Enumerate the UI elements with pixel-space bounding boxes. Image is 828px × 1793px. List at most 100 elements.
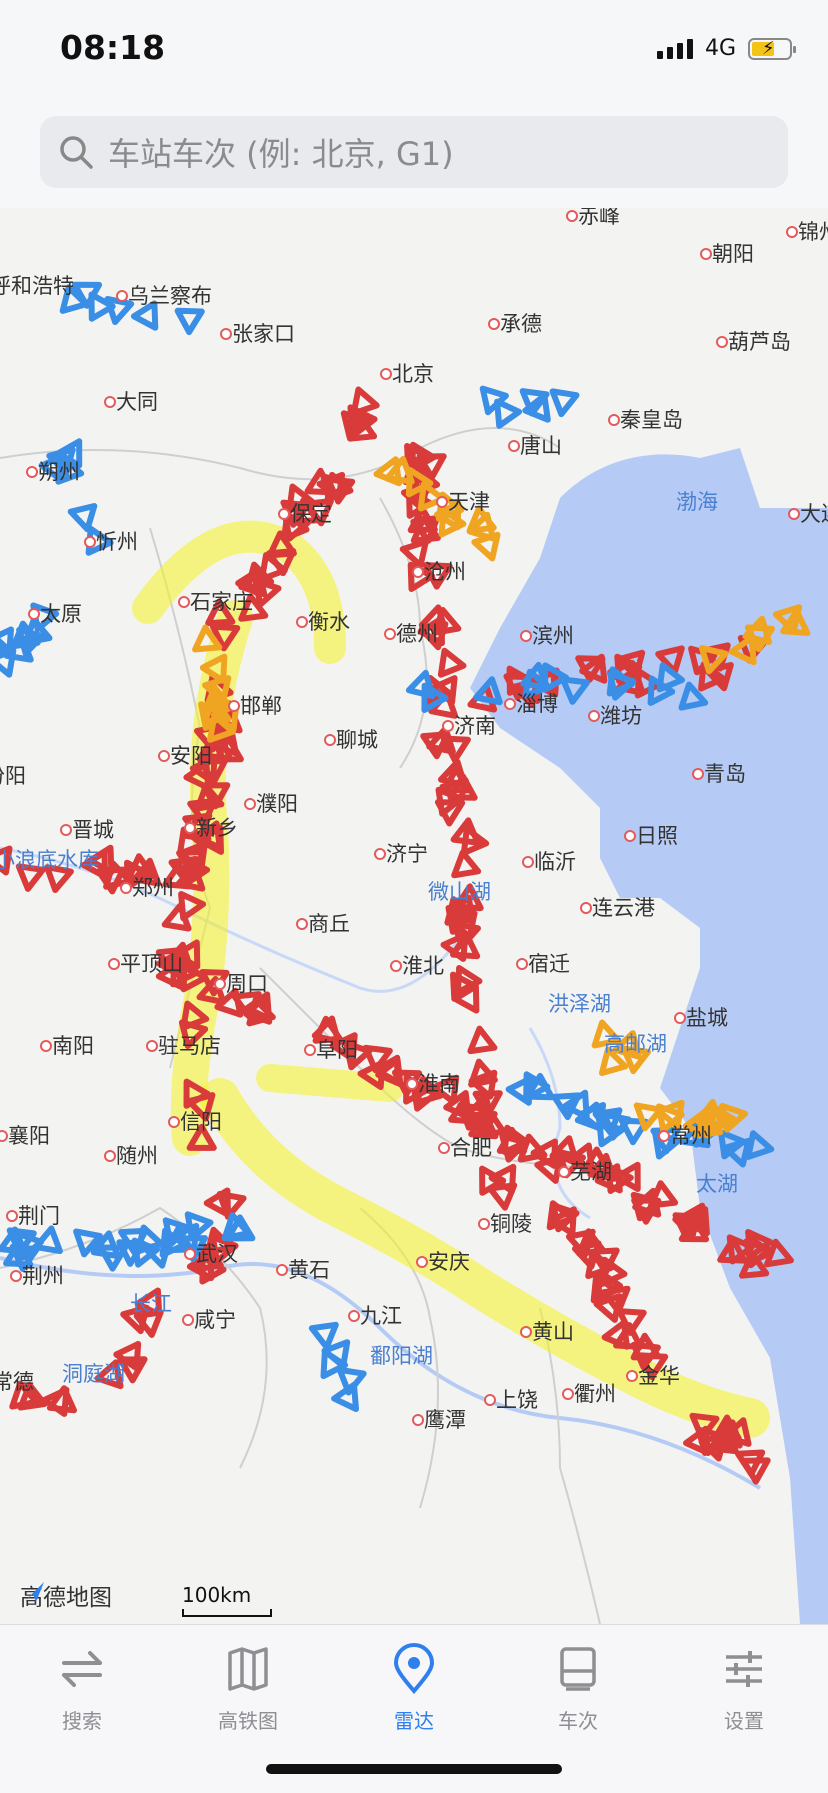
hsr-train-marker[interactable] [467, 1025, 498, 1055]
train-marker[interactable] [606, 666, 635, 697]
other-train-marker[interactable] [694, 1099, 725, 1128]
hsr-train-marker[interactable] [94, 1359, 124, 1390]
hsr-train-marker[interactable] [587, 1152, 618, 1182]
hsr-train-marker[interactable] [517, 1133, 548, 1163]
hsr-train-marker[interactable] [457, 1102, 488, 1131]
hsr-train-marker[interactable] [178, 1019, 209, 1049]
train-marker[interactable] [0, 1226, 28, 1255]
other-train-marker[interactable] [780, 608, 811, 636]
hsr-train-marker[interactable] [678, 1215, 710, 1243]
hsr-train-marker[interactable] [430, 1074, 460, 1105]
hsr-train-marker[interactable] [120, 1304, 150, 1335]
hsr-train-marker[interactable] [683, 1425, 712, 1456]
hsr-train-marker[interactable] [289, 497, 320, 525]
hsr-train-marker[interactable] [437, 647, 467, 678]
hsr-train-marker[interactable] [722, 1417, 752, 1447]
train-marker[interactable] [618, 1117, 649, 1146]
hsr-train-marker[interactable] [600, 1285, 631, 1315]
hsr-train-marker[interactable] [15, 863, 46, 892]
hsr-train-marker[interactable] [434, 799, 466, 827]
train-marker[interactable] [6, 1227, 37, 1256]
hsr-train-marker[interactable] [710, 1421, 742, 1449]
tab-search[interactable]: 搜索 [12, 1643, 152, 1734]
hsr-train-marker[interactable] [468, 1111, 499, 1140]
other-train-marker[interactable] [698, 645, 729, 675]
train-marker[interactable] [97, 1244, 128, 1272]
hsr-train-marker[interactable] [343, 1040, 373, 1071]
hsr-train-marker[interactable] [450, 971, 478, 1002]
hsr-train-marker[interactable] [185, 1092, 216, 1122]
hsr-train-marker[interactable] [488, 1163, 517, 1194]
train-marker[interactable] [405, 669, 436, 700]
train-marker[interactable] [678, 681, 709, 711]
hsr-train-marker[interactable] [113, 1340, 142, 1372]
hsr-train-marker[interactable] [186, 1123, 217, 1151]
train-marker[interactable] [0, 647, 17, 678]
hsr-train-marker[interactable] [601, 1319, 630, 1350]
train-marker[interactable] [519, 388, 550, 417]
train-marker[interactable] [225, 1214, 256, 1242]
hsr-train-marker[interactable] [46, 1385, 77, 1414]
other-train-marker[interactable] [591, 1019, 622, 1049]
other-train-marker[interactable] [728, 635, 757, 666]
hsr-train-marker[interactable] [441, 766, 472, 794]
train-marker[interactable] [320, 1348, 349, 1380]
train-marker[interactable] [73, 1228, 103, 1258]
hsr-train-marker[interactable] [499, 1133, 529, 1163]
tab-hsr-map[interactable]: 高铁图 [178, 1643, 318, 1734]
train-marker[interactable] [479, 385, 509, 416]
hsr-train-marker[interactable] [259, 552, 288, 582]
hsr-train-marker[interactable] [613, 1161, 641, 1192]
train-marker[interactable] [0, 626, 14, 657]
hsr-train-marker[interactable] [373, 1054, 401, 1085]
hsr-train-marker[interactable] [203, 733, 234, 762]
hsr-train-marker[interactable] [704, 662, 734, 692]
hsr-train-marker[interactable] [451, 849, 482, 879]
hsr-train-marker[interactable] [440, 931, 469, 962]
hsr-train-marker[interactable] [575, 655, 606, 683]
other-train-marker[interactable] [772, 604, 803, 634]
train-marker[interactable] [55, 454, 85, 485]
hsr-train-marker[interactable] [189, 754, 218, 785]
hsr-train-marker[interactable] [350, 386, 380, 417]
hsr-train-marker[interactable] [576, 1228, 607, 1257]
other-train-marker[interactable] [199, 653, 228, 684]
hsr-train-marker[interactable] [468, 1069, 498, 1100]
hsr-train-marker[interactable] [180, 961, 209, 993]
hsr-train-marker[interactable] [205, 598, 236, 627]
hsr-train-marker[interactable] [194, 782, 225, 812]
hsr-train-marker[interactable] [506, 665, 534, 696]
other-train-marker[interactable] [384, 456, 415, 485]
other-train-marker[interactable] [434, 500, 462, 531]
other-train-marker[interactable] [192, 624, 223, 653]
hsr-train-marker[interactable] [200, 782, 231, 810]
train-marker[interactable] [522, 392, 551, 423]
train-marker[interactable] [331, 1381, 359, 1412]
train-marker[interactable] [520, 661, 551, 691]
train-marker[interactable] [562, 1089, 590, 1120]
hsr-train-marker[interactable] [404, 443, 432, 474]
hsr-train-marker[interactable] [453, 883, 484, 912]
train-marker[interactable] [71, 281, 103, 309]
other-train-marker[interactable] [202, 684, 233, 713]
other-train-marker[interactable] [438, 507, 467, 538]
other-train-marker[interactable] [417, 481, 447, 512]
train-marker[interactable] [524, 1072, 555, 1101]
train-marker[interactable] [656, 662, 685, 693]
train-marker[interactable] [130, 300, 159, 331]
search-input[interactable]: 车站车次 (例: 北京, G1) [40, 116, 788, 188]
other-train-marker[interactable] [211, 702, 240, 733]
hsr-train-marker[interactable] [630, 1191, 661, 1222]
train-marker[interactable] [722, 1137, 752, 1168]
hsr-train-marker[interactable] [161, 902, 192, 932]
hsr-train-marker[interactable] [546, 1200, 576, 1231]
train-marker[interactable] [718, 1129, 747, 1160]
other-train-marker[interactable] [633, 1102, 664, 1132]
hsr-train-marker[interactable] [196, 824, 224, 855]
hsr-train-marker[interactable] [199, 1254, 227, 1285]
tab-radar[interactable]: 雷达 [344, 1643, 484, 1734]
train-marker[interactable] [308, 1321, 339, 1351]
train-marker[interactable] [549, 388, 580, 418]
hsr-train-marker[interactable] [417, 615, 445, 647]
train-marker[interactable] [55, 438, 83, 469]
